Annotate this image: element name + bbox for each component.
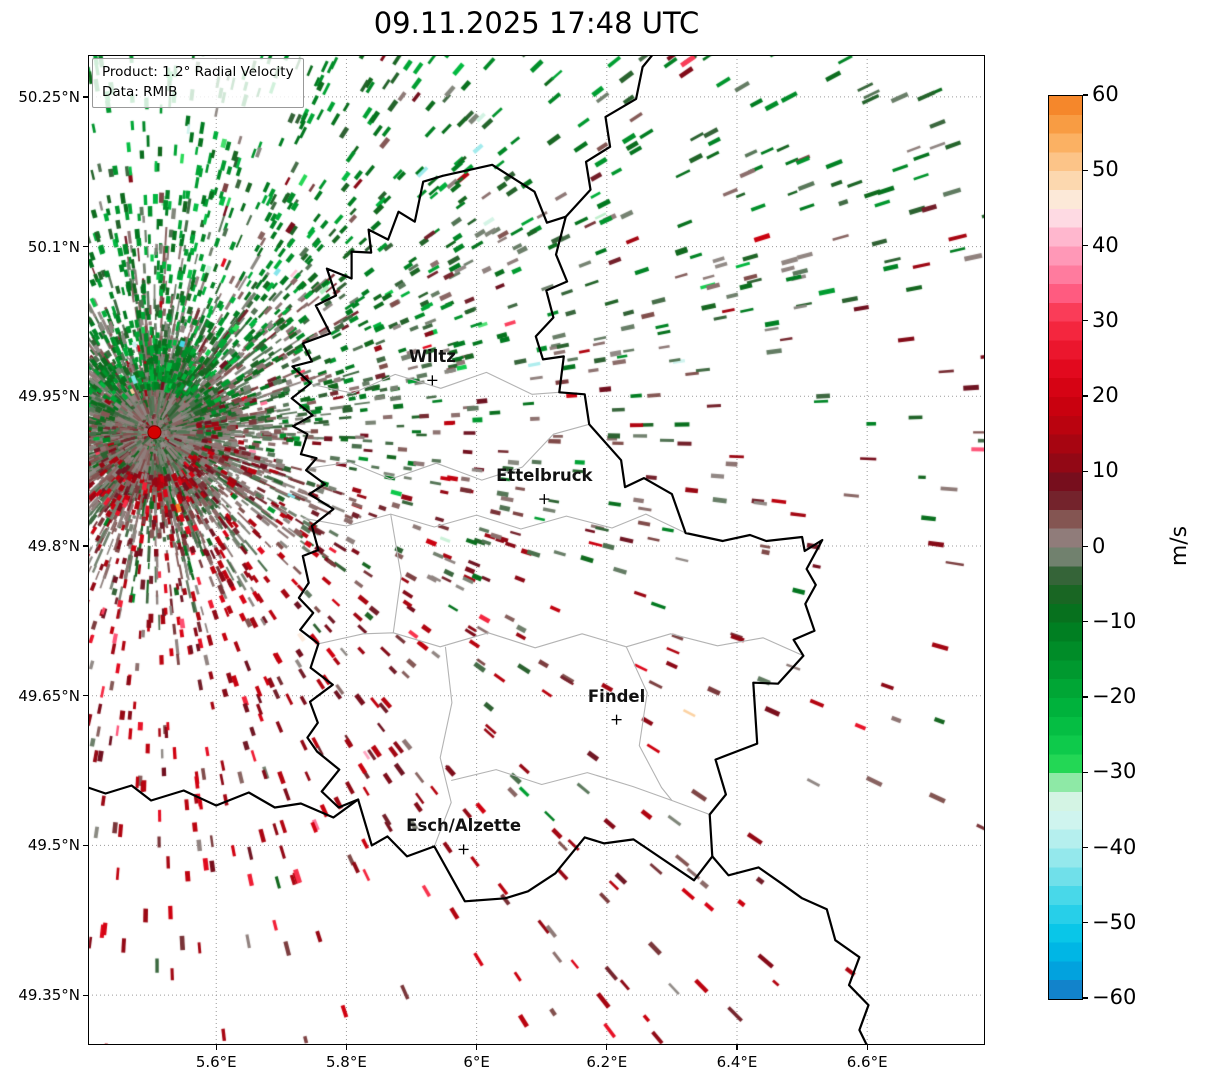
radar-site-marker <box>147 425 162 440</box>
y-tick <box>83 246 88 248</box>
colorbar-tick-label: −40 <box>1092 834 1137 859</box>
y-tick <box>83 395 88 397</box>
colorbar-tick-label: −50 <box>1092 909 1137 934</box>
x-tick-label: 6°E <box>463 1053 490 1071</box>
colorbar-tick <box>1083 169 1088 171</box>
y-tick-label: 50.25°N <box>18 87 80 106</box>
colorbar-tick <box>1083 846 1088 849</box>
y-tick-label: 50.1°N <box>27 237 80 256</box>
region-border-path <box>318 632 804 657</box>
colorbar-tick <box>1083 244 1088 247</box>
colorbar-tick-label: −60 <box>1092 985 1137 1009</box>
colorbar-unit-label: m/s <box>1167 525 1192 567</box>
colorbar-tick-label: −20 <box>1092 684 1137 708</box>
y-tick <box>83 96 88 98</box>
colorbar-tick <box>1083 696 1088 698</box>
colorbar-tick <box>1083 470 1088 472</box>
colorbar-tick <box>1083 771 1088 773</box>
y-tick <box>83 844 88 846</box>
legend-source-line: Data: RMIB <box>102 84 178 101</box>
colorbar-tick <box>1083 545 1088 548</box>
border-layer <box>88 55 870 1045</box>
region-border-path <box>625 646 673 801</box>
colorbar-tick <box>1083 997 1088 999</box>
region-border-path <box>521 423 590 468</box>
colorbar-tick <box>1083 395 1088 397</box>
colorbar-tick-label: −30 <box>1092 759 1137 784</box>
country-border-luxembourg <box>290 163 824 903</box>
legend-product-line: Product: 1.2° Radial Velocity <box>102 64 294 80</box>
colorbar-tick-label: 20 <box>1092 383 1119 407</box>
x-tick <box>736 1045 738 1050</box>
colorbar-tick-label: 10 <box>1092 458 1119 483</box>
y-tick-label: 49.5°N <box>27 836 80 855</box>
legend-box: Product: 1.2° Radial Velocity Data: RMIB <box>92 58 304 108</box>
x-tick <box>866 1045 868 1050</box>
colorbar-tick-label: 40 <box>1092 232 1119 257</box>
y-tick <box>83 695 88 697</box>
colorbar-tick <box>1083 320 1088 322</box>
country-border-france_germany <box>711 855 870 1045</box>
x-tick <box>215 1045 217 1050</box>
y-tick <box>83 994 88 996</box>
colorbar-tick-label: 60 <box>1092 82 1119 106</box>
colorbar-tick <box>1083 94 1088 96</box>
country-border-belgium_france <box>88 784 360 819</box>
region-border-path <box>433 646 453 847</box>
x-tick-label: 6.6°E <box>846 1053 888 1071</box>
y-tick-label: 49.35°N <box>18 986 80 1005</box>
colorbar-gradient <box>1048 95 1083 1000</box>
colorbar-tick-label: 30 <box>1092 307 1119 332</box>
country-border-belgium_germany <box>564 55 654 218</box>
colorbar-tick-label: 0 <box>1092 533 1106 558</box>
y-tick-label: 49.8°N <box>27 537 80 555</box>
x-tick-label: 6.2°E <box>586 1053 628 1071</box>
y-tick-label: 49.65°N <box>18 686 80 705</box>
region-border-path <box>302 513 686 534</box>
colorbar-tick-label: −10 <box>1092 608 1137 633</box>
colorbar-tick-label: 50 <box>1092 157 1119 182</box>
radar-velocity-layer <box>88 55 985 1045</box>
y-tick-label: 49.95°N <box>18 387 80 406</box>
y-tick <box>83 545 88 547</box>
chart-title: 09.11.2025 17:48 UTC <box>373 6 700 40</box>
x-tick-label: 5.6°E <box>195 1053 237 1071</box>
region-border-path <box>390 514 402 633</box>
region-border-path <box>308 461 523 481</box>
x-tick <box>476 1045 478 1050</box>
x-tick-label: 6.4°E <box>716 1053 758 1071</box>
x-tick <box>345 1045 347 1050</box>
x-tick <box>606 1045 608 1050</box>
colorbar-tick <box>1083 922 1088 924</box>
x-tick-label: 5.8°E <box>326 1053 367 1071</box>
region-border-path <box>311 371 560 395</box>
colorbar-tick <box>1083 621 1088 623</box>
map-plot: Product: 1.2° Radial Velocity Data: RMIB <box>88 55 985 1045</box>
region-border-path <box>451 769 710 816</box>
